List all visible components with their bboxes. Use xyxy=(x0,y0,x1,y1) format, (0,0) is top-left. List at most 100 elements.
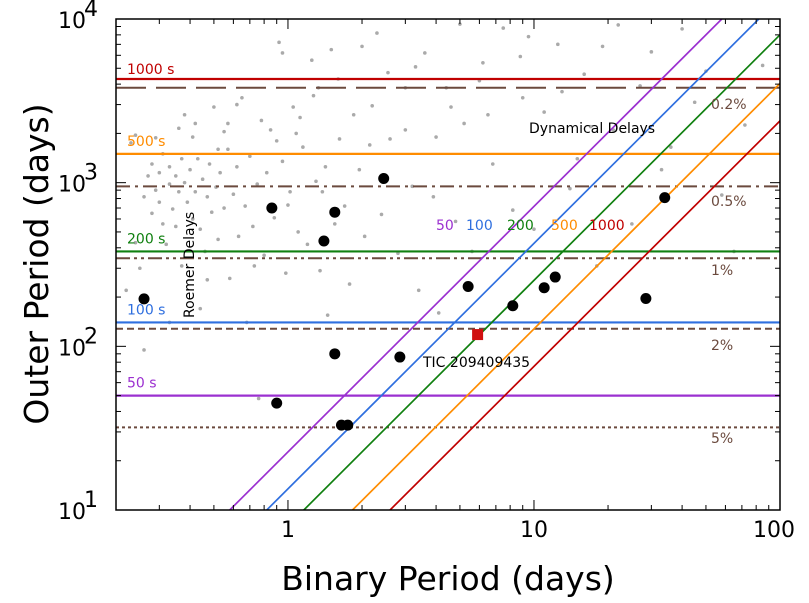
background-point xyxy=(453,219,458,224)
background-point xyxy=(649,50,654,54)
background-point xyxy=(367,143,372,147)
background-point xyxy=(532,227,536,231)
background-point xyxy=(375,31,379,35)
background-point xyxy=(190,217,195,221)
system-point xyxy=(640,293,652,305)
background-point xyxy=(320,189,325,194)
y-tick-label-base: 10 xyxy=(58,173,86,198)
background-point xyxy=(231,192,236,197)
background-point xyxy=(434,135,438,139)
dynamical-line-label: 50 xyxy=(436,218,454,234)
background-point xyxy=(198,227,203,231)
system-point xyxy=(318,235,330,247)
background-point xyxy=(195,156,200,161)
background-point xyxy=(288,189,292,194)
background-point xyxy=(462,121,466,126)
system-point xyxy=(329,348,341,360)
background-point xyxy=(251,224,255,229)
background-point xyxy=(386,70,390,75)
background-point xyxy=(692,100,697,105)
dynamical-line xyxy=(351,82,780,510)
background-point xyxy=(362,234,367,239)
background-point xyxy=(129,141,133,145)
y-tick-label-exponent: 1 xyxy=(84,488,98,513)
background-point xyxy=(142,194,146,199)
background-point xyxy=(179,156,184,161)
background-point xyxy=(153,135,158,140)
known-systems xyxy=(138,173,671,431)
roemer-line-label: 500 s xyxy=(127,134,165,150)
system-point xyxy=(266,202,278,214)
background-point xyxy=(146,174,150,178)
background-point xyxy=(560,89,564,94)
background-point xyxy=(351,112,356,117)
background-point xyxy=(600,44,605,49)
background-point xyxy=(486,112,490,117)
dynamical-line-label: 500 xyxy=(551,218,578,234)
background-point xyxy=(388,137,392,141)
background-point xyxy=(318,268,322,273)
background-point xyxy=(588,124,593,129)
background-point xyxy=(124,288,128,293)
background-point xyxy=(272,216,277,220)
background-point xyxy=(575,156,580,161)
background-point xyxy=(200,177,205,181)
y-axis-title: Outer Period (days) xyxy=(17,103,56,424)
background-point xyxy=(153,188,158,192)
x-axis-title: Binary Period (days) xyxy=(281,559,615,598)
y-tick-label-exponent: 2 xyxy=(84,324,98,349)
background-point xyxy=(298,115,302,120)
background-point xyxy=(177,126,181,131)
background-point xyxy=(556,42,560,47)
background-point xyxy=(212,105,216,109)
period-fraction-lines xyxy=(116,86,780,429)
background-point xyxy=(193,121,198,126)
y-tick-label-base: 10 xyxy=(58,500,86,525)
background-point xyxy=(518,54,523,59)
background-point xyxy=(227,276,232,281)
background-point xyxy=(268,128,273,132)
background-point xyxy=(236,234,241,239)
system-point xyxy=(378,173,390,185)
fraction-line-label: 0.2% xyxy=(711,97,747,113)
background-point xyxy=(323,165,328,169)
plot-frame xyxy=(115,18,781,511)
background-point xyxy=(325,313,330,317)
background-point xyxy=(286,203,290,207)
background-point xyxy=(501,26,506,30)
dynamical-line-label: 200 xyxy=(507,218,534,234)
background-point xyxy=(207,162,212,166)
background-point xyxy=(370,103,375,108)
background-point xyxy=(216,147,220,152)
background-point xyxy=(248,154,252,159)
background-point xyxy=(403,128,408,132)
background-point xyxy=(262,253,266,258)
background-point xyxy=(760,63,765,68)
dynamical-line xyxy=(303,33,780,510)
background-point xyxy=(329,47,334,52)
background-point xyxy=(310,58,314,63)
y-tick-label: 104 xyxy=(58,0,98,34)
system-point xyxy=(394,351,406,363)
background-point xyxy=(179,264,184,268)
background-point xyxy=(198,306,203,311)
target-point xyxy=(472,329,484,341)
system-point xyxy=(462,281,474,293)
system-point xyxy=(342,419,354,431)
background-point xyxy=(630,222,634,226)
background-point xyxy=(218,170,222,175)
roemer-line-label: 1000 s xyxy=(127,62,174,78)
background-point xyxy=(205,277,210,282)
background-point xyxy=(150,162,154,166)
background-point xyxy=(259,118,264,123)
background-point xyxy=(280,51,285,55)
background-point xyxy=(185,200,190,204)
background-point xyxy=(284,271,288,275)
background-point xyxy=(314,179,318,184)
y-tick-label: 103 xyxy=(58,161,98,198)
background-point xyxy=(526,34,531,39)
background-point xyxy=(182,180,187,185)
x-tick-label: 1 xyxy=(281,518,295,543)
